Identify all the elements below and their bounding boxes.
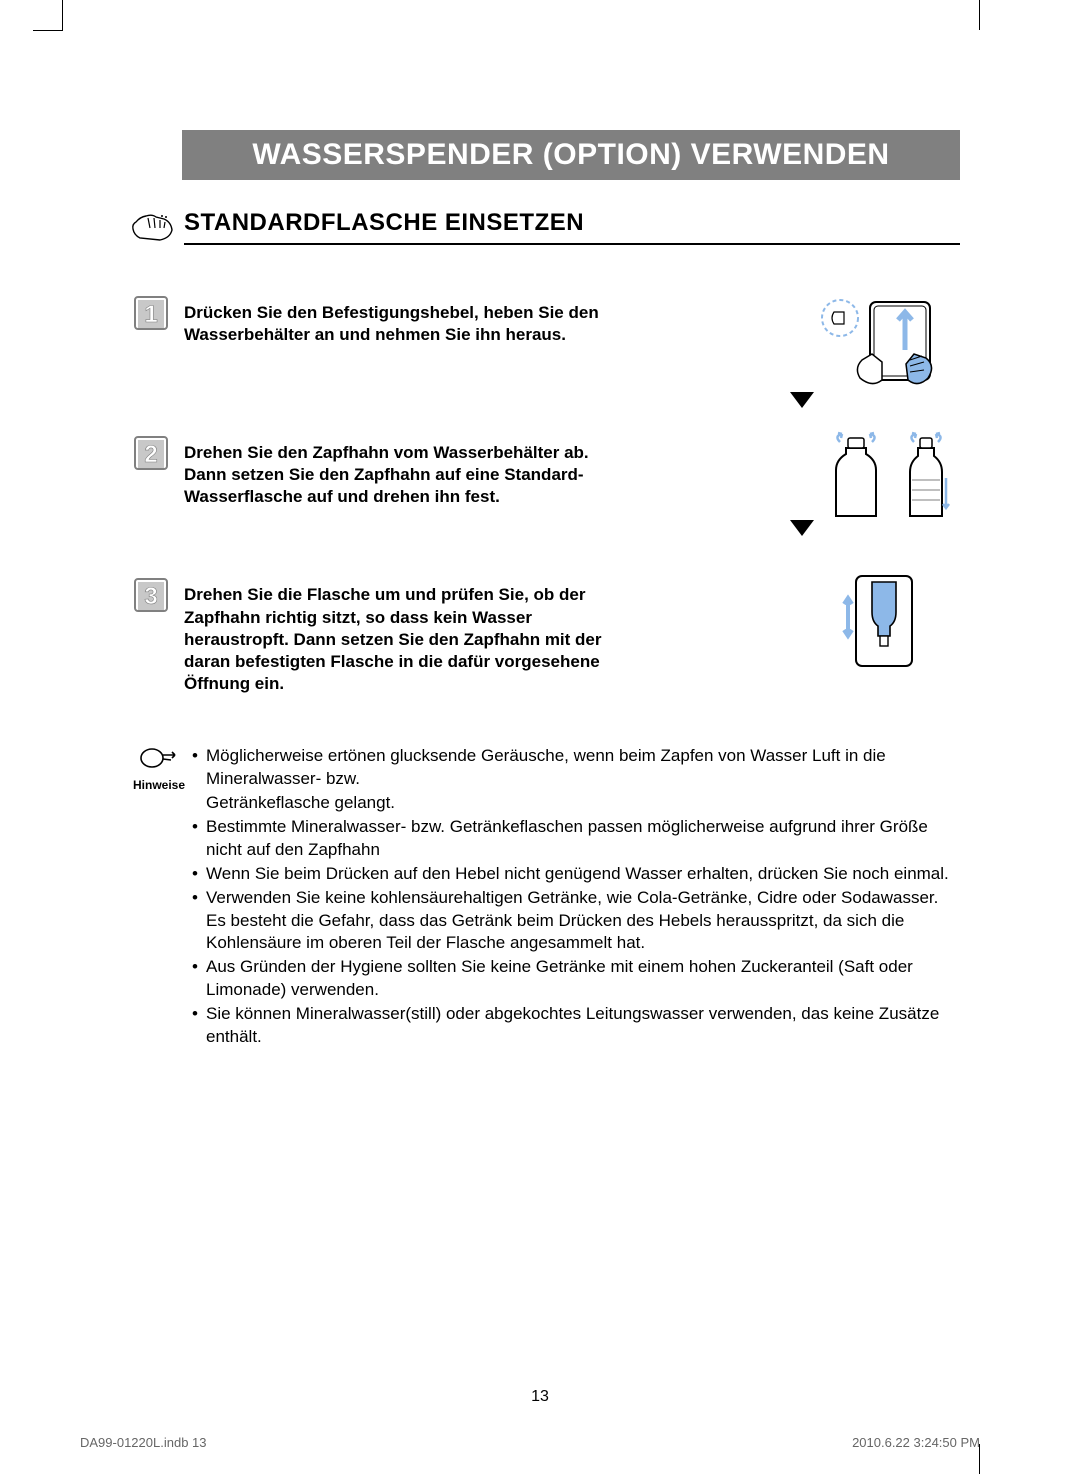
note-item: Bestimmte Mineralwasser- bzw. Getränkefl… <box>192 816 960 862</box>
crop-mark <box>62 0 63 30</box>
step-3-text: Drehen Sie die Flasche um und prüfen Sie… <box>184 578 604 694</box>
step-2-illustration <box>810 430 970 520</box>
note-item: Möglicherweise ertönen glucksende Geräus… <box>192 745 960 791</box>
hand-icon <box>130 208 174 246</box>
crop-mark <box>33 30 63 31</box>
notes-list: Möglicherweise ertönen glucksende Geräus… <box>188 745 960 1050</box>
section-title: STANDARDFLASCHE EINSETZEN <box>184 209 960 245</box>
title-bar: WASSERSPENDER (OPTION) VERWENDEN <box>182 130 960 180</box>
step-number-2: 2 <box>134 436 168 470</box>
step-1: 1 Drücken Sie den Befestigungshebel, heb… <box>130 296 960 346</box>
step-2: 2 Drehen Sie den Zapfhahn vom Wasserbehä… <box>130 436 960 508</box>
step-3: 3 Drehen Sie die Flasche um und prüfen S… <box>130 578 960 694</box>
svg-text:3: 3 <box>144 583 157 610</box>
step-1-illustration <box>810 290 970 400</box>
note-item: Sie können Mineralwasser(still) oder abg… <box>192 1003 960 1049</box>
step-3-illustration <box>832 572 942 672</box>
page-number: 13 <box>0 1388 1080 1406</box>
step-number-1: 1 <box>134 296 168 330</box>
crop-mark <box>979 0 980 30</box>
note-item: Verwenden Sie keine kohlensäurehaltigen … <box>192 887 960 956</box>
down-arrow-icon <box>790 392 814 408</box>
footer-timestamp: 2010.6.22 3:24:50 PM <box>852 1435 980 1450</box>
notes-label: Hinweise <box>130 778 188 792</box>
note-item: Aus Gründen der Hygiene sollten Sie kein… <box>192 956 960 1002</box>
footer-filename: DA99-01220L.indb 13 <box>80 1435 207 1450</box>
print-footer: DA99-01220L.indb 13 2010.6.22 3:24:50 PM <box>80 1435 980 1450</box>
steps: 1 Drücken Sie den Befestigungshebel, heb… <box>130 296 960 695</box>
svg-text:2: 2 <box>144 441 157 468</box>
down-arrow-icon <box>790 520 814 536</box>
section-header: STANDARDFLASCHE EINSETZEN <box>130 208 960 246</box>
note-item-continuation: Getränkeflasche gelangt. <box>192 792 960 815</box>
step-1-text: Drücken Sie den Befestigungshebel, heben… <box>184 296 604 346</box>
note-item: Wenn Sie beim Drücken auf den Hebel nich… <box>192 863 960 886</box>
notes-block: Hinweise Möglicherweise ertönen glucksen… <box>130 745 960 1050</box>
svg-text:1: 1 <box>144 301 157 328</box>
step-number-3: 3 <box>134 578 168 612</box>
step-2-text: Drehen Sie den Zapfhahn vom Wasserbehält… <box>184 436 604 508</box>
note-hand-icon <box>139 745 179 769</box>
